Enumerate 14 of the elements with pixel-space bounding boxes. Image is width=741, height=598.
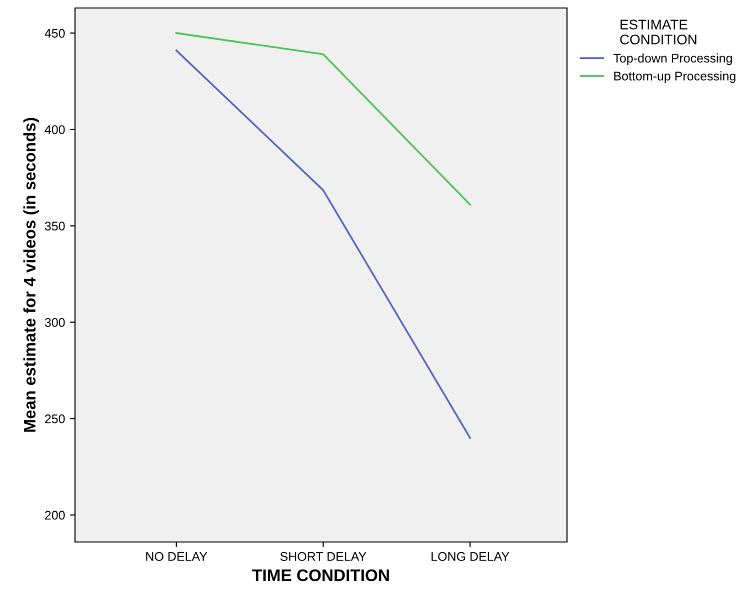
x-tick-label: LONG DELAY	[432, 552, 510, 561]
y-tick-label: 450	[44, 28, 65, 38]
legend-label: Bottom-up Processing	[614, 71, 736, 83]
x-tick-label: NO DELAY	[146, 552, 208, 561]
legend-label: Top-down Processing	[613, 53, 732, 66]
y-tick-label: 400	[44, 125, 65, 134]
y-tick-label: 350	[44, 222, 65, 230]
legend-title: ESTIMATE CONDITION	[620, 20, 696, 44]
y-tick-label: 300	[44, 318, 65, 327]
y-axis-title: Mean estimate for 4 videos (in seconds)	[23, 118, 39, 432]
y-tick-label: 200	[45, 510, 65, 520]
y-tick-label: 250	[45, 414, 65, 424]
x-axis-title: TIME CONDITION	[252, 569, 389, 582]
x-tick-label: SHORT DELAY	[280, 552, 366, 561]
